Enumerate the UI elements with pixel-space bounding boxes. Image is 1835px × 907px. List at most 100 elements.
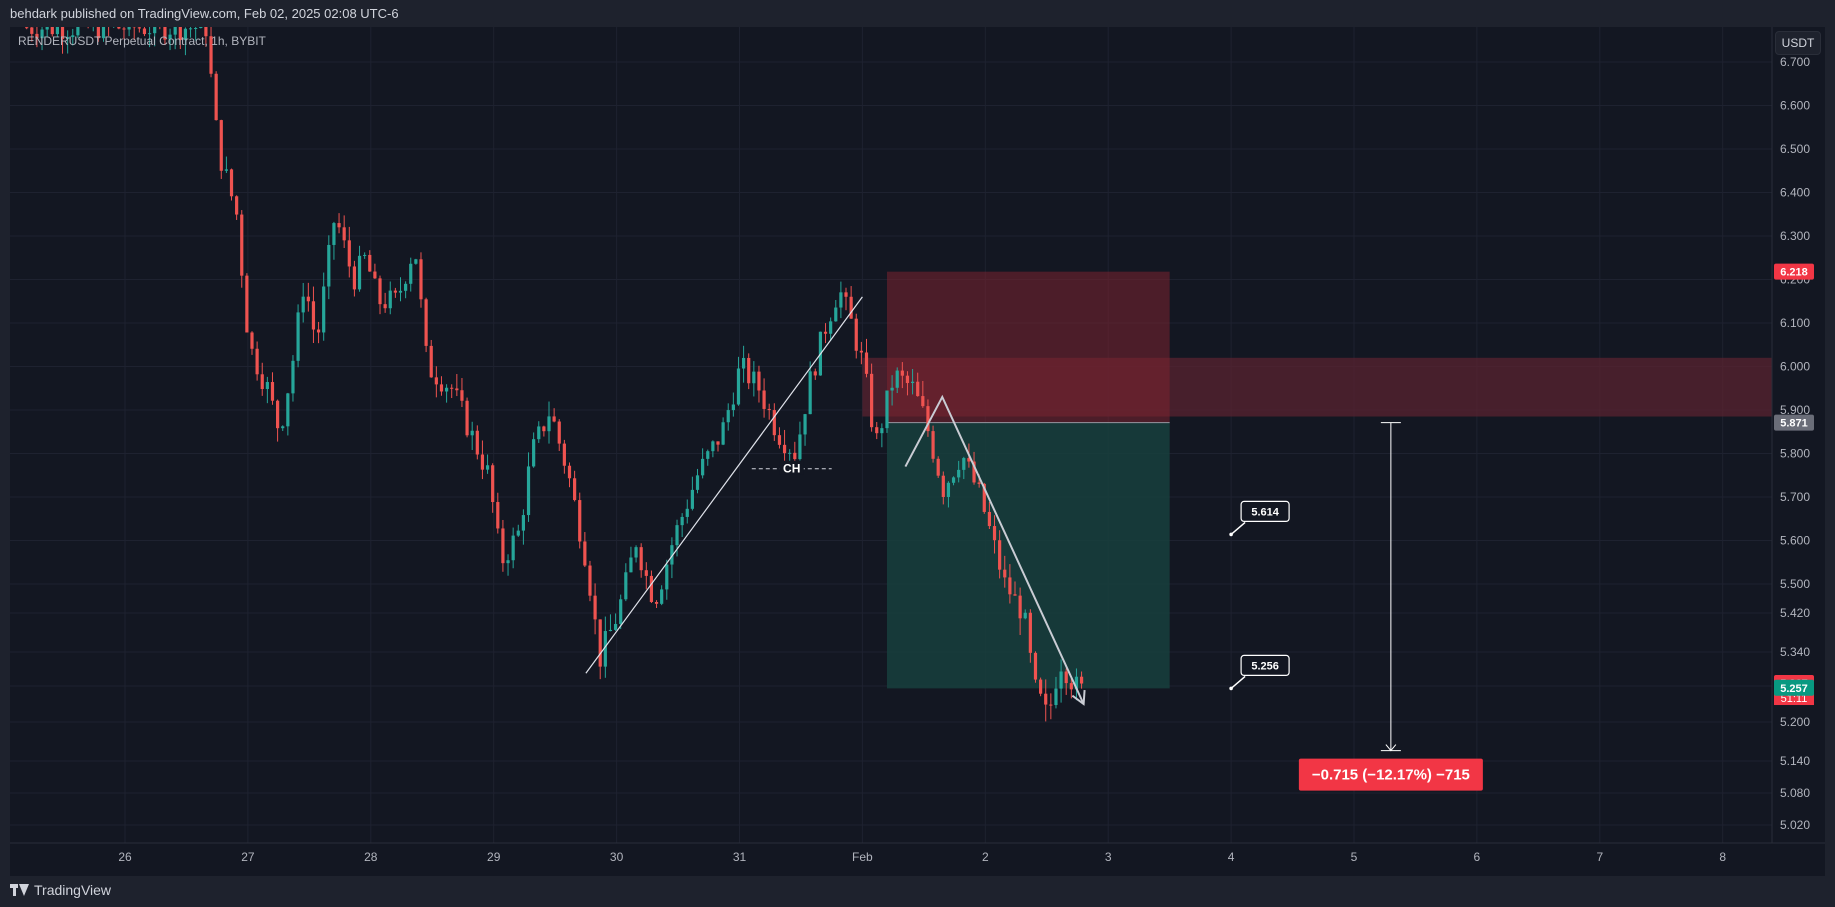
time-tick-label: 4 (1228, 850, 1235, 864)
price-tick-label: 6.100 (1780, 316, 1810, 330)
candle-body (1059, 671, 1063, 689)
price-tick-label: 6.600 (1780, 99, 1810, 113)
candle-body (649, 575, 654, 602)
candle-body (798, 434, 802, 460)
candle-body (455, 388, 459, 391)
callout-box[interactable] (1240, 654, 1290, 677)
trendline[interactable] (585, 296, 863, 674)
candle-body (373, 271, 377, 279)
candle-body (721, 422, 725, 445)
price-tick-label: 6.500 (1780, 142, 1810, 156)
candle-body (946, 482, 951, 497)
candle-body (690, 489, 694, 509)
tradingview-logo-icon (10, 884, 29, 896)
candle-body (967, 458, 971, 462)
candle-body (393, 290, 397, 293)
candle-body (849, 296, 853, 319)
candle-body (598, 619, 602, 667)
candle-body (895, 370, 899, 388)
candle-body (1069, 683, 1073, 690)
candle-body (30, 27, 34, 34)
candle-body (368, 254, 372, 272)
price-tick-label: 5.020 (1780, 818, 1810, 832)
candle-body (1044, 693, 1048, 705)
projection-arrowhead (1071, 689, 1086, 706)
time-tick-label: 31 (733, 850, 747, 864)
candle-body (654, 601, 659, 604)
candle-body (332, 223, 336, 245)
candle-body (55, 27, 60, 35)
candle-body (117, 27, 121, 29)
candle-body (460, 390, 464, 401)
candle-body (276, 400, 280, 429)
candle-body (35, 33, 39, 39)
candlestick-chart[interactable]: CH 5.614 5.256 −0.715 (−12.17%) −715 6.700 6.… (10, 27, 1825, 876)
candle-body (905, 375, 910, 384)
candle-body (281, 426, 285, 429)
candle-body (306, 296, 310, 302)
measure-arrowhead (1385, 744, 1397, 752)
time-tick-label: 26 (118, 850, 132, 864)
candle-body (665, 564, 669, 590)
candle-body (414, 259, 418, 264)
candle-body (378, 278, 382, 305)
callout-text: 5.256 (1251, 660, 1279, 672)
price-tick-label: 5.140 (1780, 754, 1810, 768)
price-tick-label: 5.500 (1780, 577, 1810, 591)
candle-body (1008, 577, 1012, 595)
candle-body (644, 570, 648, 576)
candle-body (972, 461, 976, 483)
price-tick-label: 6.700 (1780, 55, 1810, 69)
candle-body (992, 526, 997, 541)
candle-body (245, 275, 249, 333)
chart-area[interactable]: CH 5.614 5.256 −0.715 (−12.17%) −715 6.700 6.… (10, 27, 1825, 876)
candle-body (608, 629, 613, 632)
entry-price-tag-bg (1774, 414, 1814, 431)
candle-body (859, 350, 863, 353)
candle-body (890, 387, 894, 391)
price-tick-label: 6.400 (1780, 186, 1810, 200)
candle-body (342, 227, 346, 241)
candle-body (183, 28, 188, 41)
tradingview-logo[interactable]: TradingView (10, 882, 111, 898)
candle-body (470, 430, 474, 436)
candle-body (762, 390, 766, 409)
candle-body (240, 214, 244, 276)
callout-box[interactable] (1240, 500, 1290, 523)
measure-label: −0.715 (−12.17%) −715 (1312, 767, 1470, 784)
candle-body (71, 35, 75, 38)
candle-body (962, 458, 966, 470)
candle-body (532, 439, 536, 467)
candle-body (311, 301, 316, 330)
candle-body (680, 516, 684, 526)
candle-body (583, 541, 587, 566)
candle-body (1039, 679, 1043, 694)
candle-body (619, 599, 623, 624)
candle-body (752, 371, 756, 384)
candle-body (537, 426, 541, 440)
candle-body (695, 475, 700, 490)
candle-body (506, 560, 510, 564)
candle-body (168, 34, 172, 40)
candle-body (383, 304, 387, 309)
candle-body (844, 292, 848, 297)
candle-body (875, 427, 879, 434)
time-tick-label: 6 (1474, 850, 1481, 864)
candle-body (322, 286, 326, 333)
measure-label-box[interactable] (1298, 758, 1483, 791)
candle-body (788, 452, 792, 454)
footer-bar: TradingView (0, 876, 1835, 907)
candle-body (496, 502, 500, 529)
entry-price-tag: 5.871 (1780, 418, 1808, 430)
candle-body (593, 595, 597, 620)
candle-body (829, 321, 833, 334)
projection-path[interactable] (904, 394, 1085, 705)
candle-body (1003, 569, 1007, 578)
candle-body (823, 331, 828, 334)
price-tick-label: 5.340 (1780, 645, 1810, 659)
candle-body (777, 435, 782, 445)
candle-body (542, 426, 546, 432)
currency-button[interactable]: USDT (1775, 31, 1821, 55)
price-tick-label: 5.200 (1780, 715, 1810, 729)
price-tick-label: 5.420 (1780, 606, 1810, 620)
